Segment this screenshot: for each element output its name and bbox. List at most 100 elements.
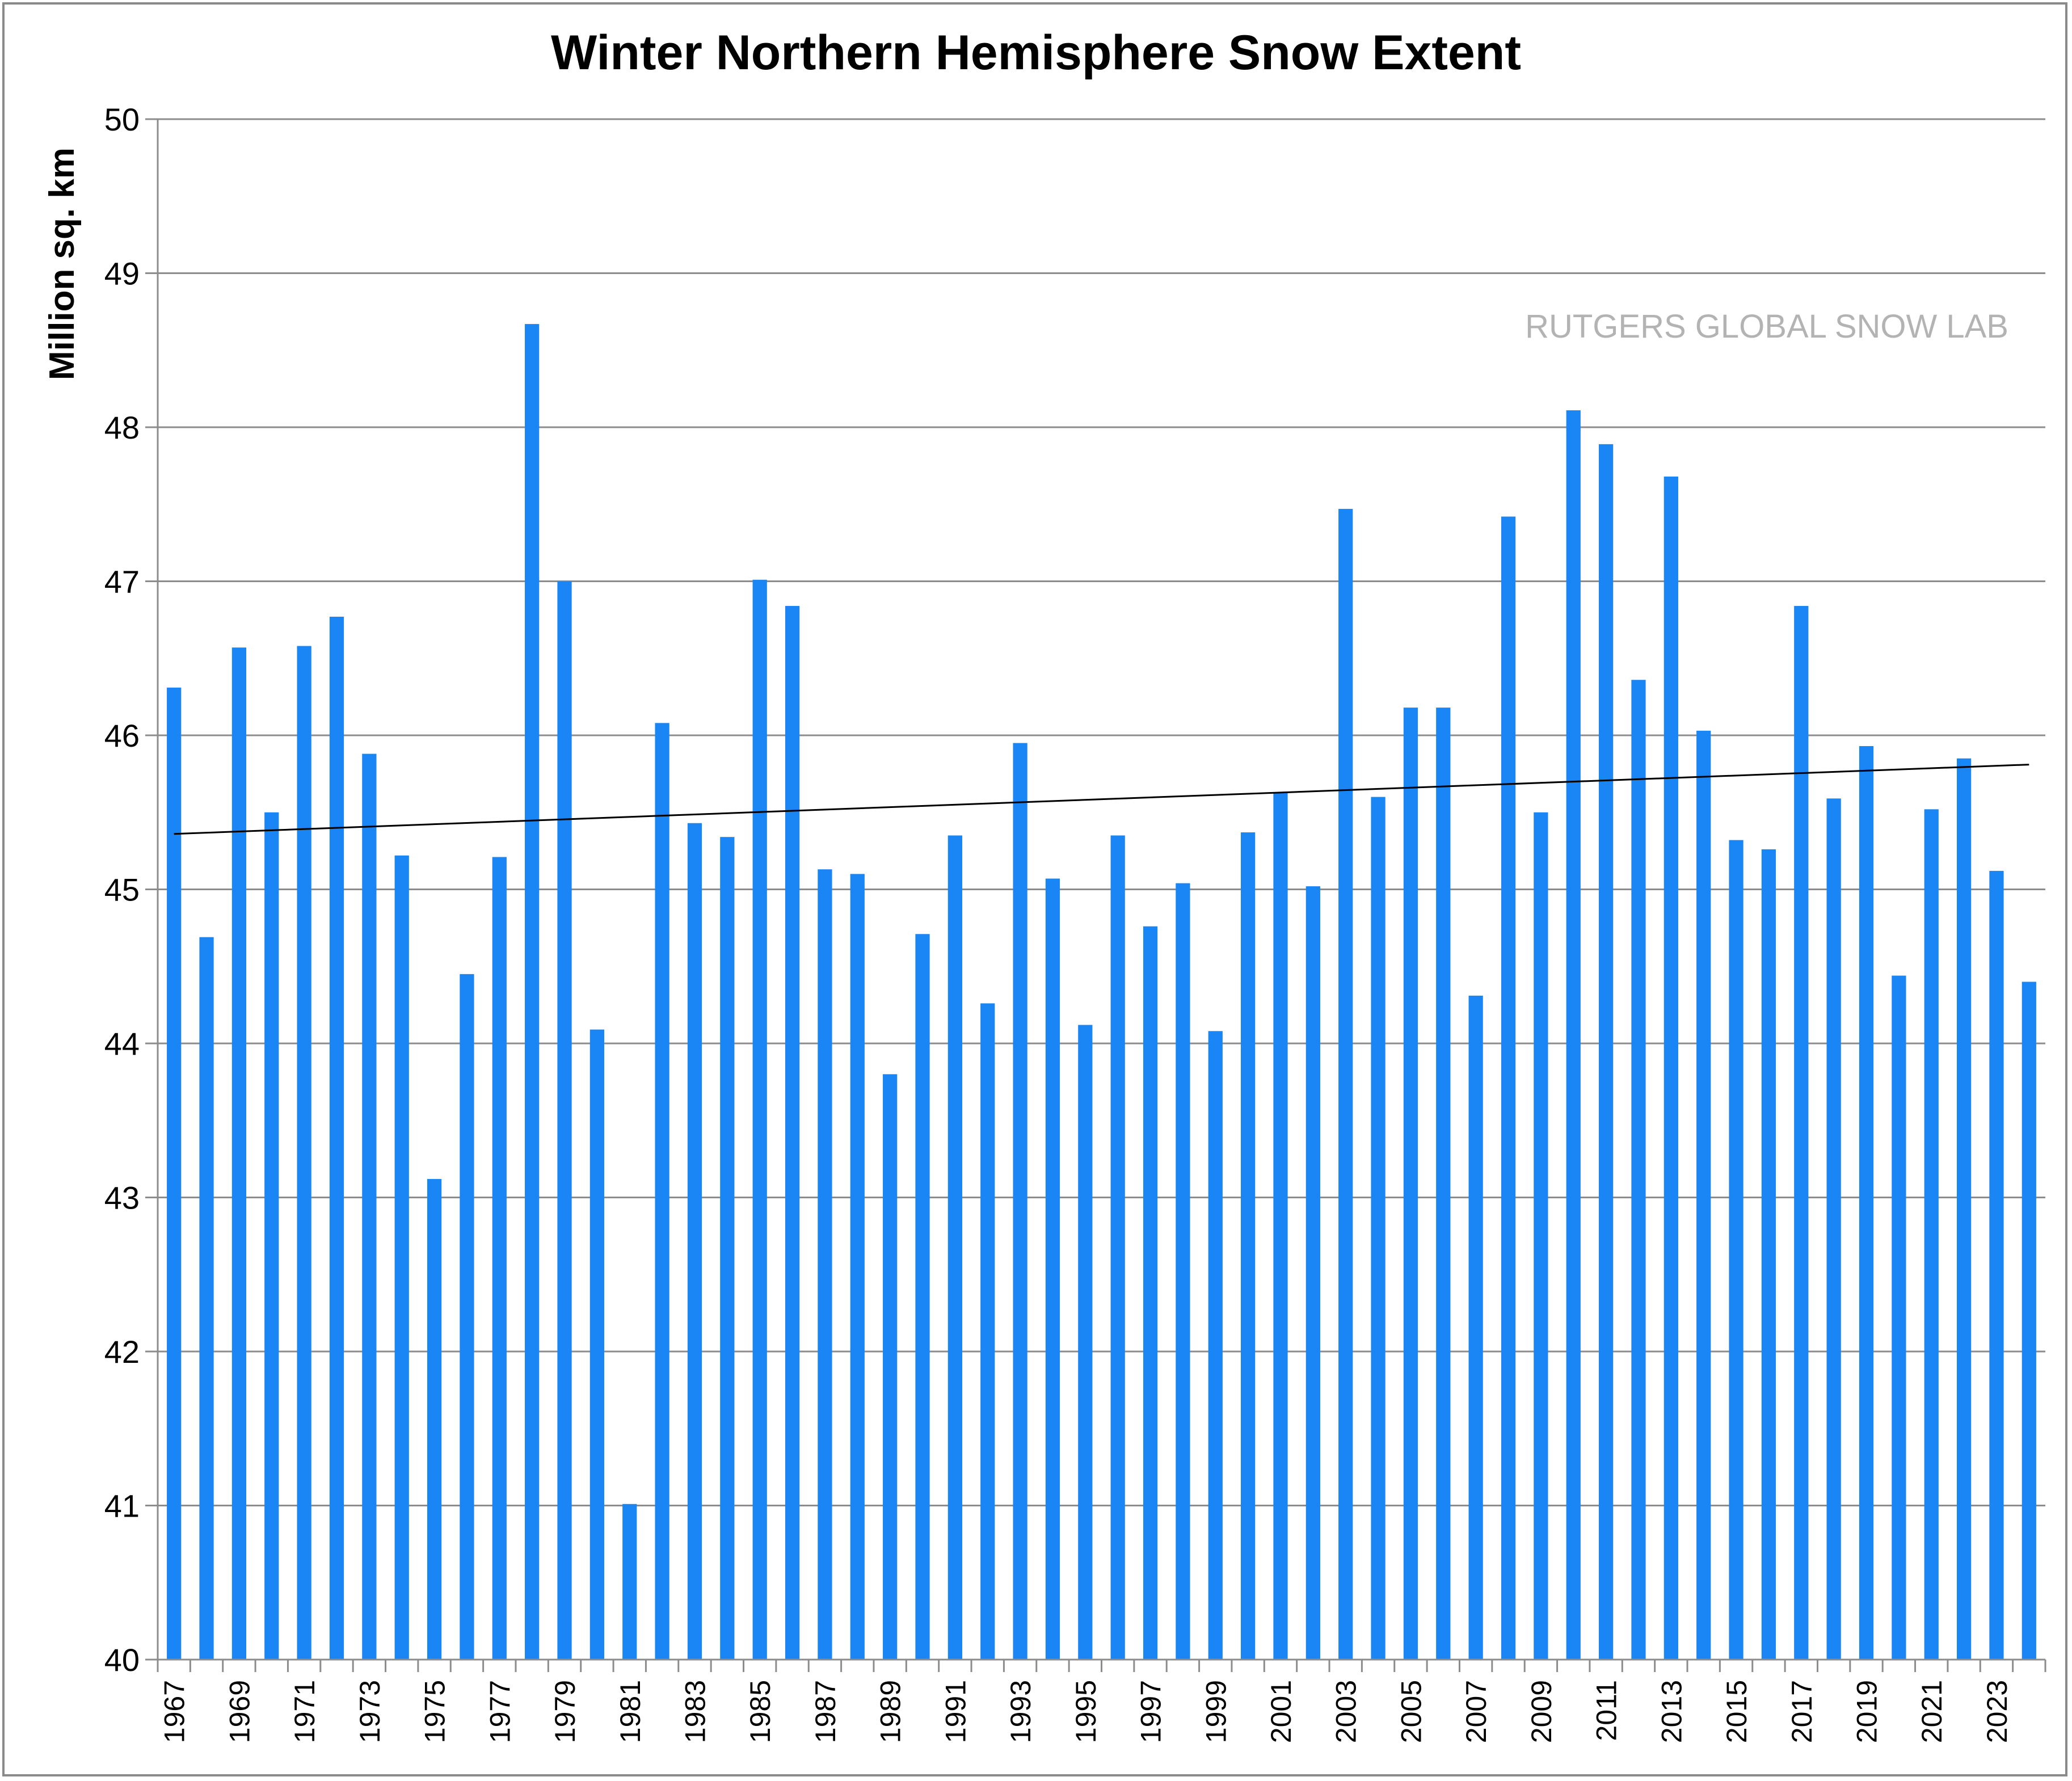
- y-tick-label: 43: [104, 1180, 140, 1216]
- x-tick-label: 2023: [1981, 1680, 2013, 1743]
- bar: [1078, 1025, 1093, 1660]
- bar: [1956, 758, 1972, 1660]
- bar: [947, 835, 962, 1660]
- y-axis-label: Million sq. km: [43, 148, 82, 380]
- x-tick-label: 1973: [354, 1680, 386, 1743]
- x-tick-label: 2005: [1395, 1680, 1427, 1743]
- y-tick-label: 40: [104, 1642, 140, 1678]
- x-tick-labels: 1967 1969 1971 1973 1975 1977 1979 1981 1983 1985…: [159, 1680, 2013, 1743]
- y-tick-label: 50: [104, 102, 140, 137]
- bar: [1598, 444, 1614, 1660]
- bar: [1241, 832, 1256, 1660]
- bar: [1143, 926, 1158, 1660]
- x-tick-label: 2019: [1851, 1680, 1883, 1743]
- bar: [980, 1003, 995, 1660]
- bar: [1305, 886, 1320, 1660]
- bar: [1534, 812, 1548, 1660]
- bar: [167, 687, 182, 1660]
- bar: [1729, 840, 1743, 1660]
- watermark-annotation: RUTGERS GLOBAL SNOW LAB: [1525, 308, 2008, 345]
- bar: [329, 616, 344, 1660]
- trendline-group: [174, 764, 2029, 835]
- x-tick-label: 1987: [810, 1680, 841, 1743]
- bar: [1045, 878, 1060, 1660]
- x-tick-label: 1975: [419, 1680, 451, 1743]
- bar: [1403, 708, 1418, 1660]
- bar: [1664, 476, 1678, 1660]
- bar: [1273, 792, 1288, 1660]
- bar: [460, 974, 474, 1660]
- bar: [1566, 410, 1581, 1660]
- axes: [157, 119, 2046, 1672]
- bar: [1761, 849, 1776, 1660]
- x-tick-label: 1983: [679, 1680, 711, 1743]
- bar: [752, 579, 767, 1660]
- x-tick-label: 1969: [224, 1680, 255, 1743]
- y-tick-label: 46: [104, 718, 140, 753]
- x-tick-label: 2009: [1526, 1680, 1557, 1743]
- x-tick-label: 2003: [1330, 1680, 1362, 1743]
- x-tick-label: 1989: [875, 1680, 907, 1743]
- bar: [883, 1074, 898, 1660]
- bar: [1989, 870, 2004, 1660]
- bar: [427, 1178, 442, 1660]
- bar: [1892, 975, 1906, 1660]
- bar: [1924, 809, 1939, 1660]
- bar: [1826, 798, 1841, 1660]
- x-tick-label: 1981: [614, 1680, 646, 1743]
- x-tick-label: 1971: [289, 1680, 321, 1743]
- chart-title: Winter Northern Hemisphere Snow Extent: [551, 26, 1521, 80]
- x-tick-label: 2001: [1265, 1680, 1297, 1743]
- x-tick-label: 1997: [1135, 1680, 1167, 1743]
- bar: [1859, 746, 1874, 1660]
- bar: [1176, 883, 1190, 1660]
- y-tick-label: 41: [104, 1488, 140, 1524]
- bar: [1794, 605, 1809, 1660]
- bar: [1696, 730, 1711, 1660]
- bar: [1338, 508, 1353, 1660]
- bar: [589, 1029, 605, 1660]
- y-tick-label: 47: [104, 564, 140, 600]
- x-tick-label: 2015: [1721, 1680, 1753, 1743]
- x-tick-label: 1967: [159, 1680, 191, 1743]
- x-tick-label: 1993: [1005, 1680, 1037, 1743]
- x-tick-label: 1985: [744, 1680, 776, 1743]
- bar: [394, 855, 409, 1660]
- bar: [2022, 982, 2036, 1660]
- bar: [785, 605, 800, 1660]
- y-tick-labels: 40 41 42 43 44 45 46 47 48 49 50: [104, 102, 140, 1678]
- bar: [915, 934, 930, 1660]
- x-tick-label: 2011: [1591, 1680, 1623, 1741]
- bar: [1371, 797, 1385, 1660]
- x-tick-label: 1999: [1200, 1680, 1232, 1743]
- bar: [818, 869, 832, 1660]
- bar: [492, 857, 507, 1660]
- bar: [362, 753, 377, 1660]
- x-tick-label: 2013: [1656, 1680, 1687, 1743]
- bar: [1631, 680, 1646, 1660]
- x-tick-label: 1995: [1070, 1680, 1102, 1743]
- bar: [720, 837, 735, 1660]
- x-tick-label: 1977: [484, 1680, 516, 1743]
- bars: [167, 324, 2036, 1660]
- bar: [655, 723, 669, 1660]
- bar: [1501, 516, 1516, 1660]
- x-tick-label: 2007: [1460, 1680, 1492, 1743]
- x-tick-label: 1979: [549, 1680, 581, 1743]
- bar: [1110, 835, 1125, 1660]
- bar: [1208, 1031, 1223, 1660]
- trendline: [174, 764, 2029, 835]
- y-tick-label: 45: [104, 872, 140, 908]
- x-tick-label: 2021: [1916, 1680, 1948, 1743]
- bar: [297, 646, 311, 1660]
- y-tick-label: 42: [104, 1334, 140, 1370]
- bar: [557, 581, 572, 1660]
- bar: [1436, 708, 1451, 1660]
- bar: [1468, 995, 1483, 1660]
- x-tick-label: 2017: [1786, 1680, 1818, 1743]
- bar: [525, 324, 540, 1660]
- bar: [199, 937, 214, 1660]
- bar: [264, 812, 279, 1660]
- y-tick-label: 48: [104, 410, 140, 445]
